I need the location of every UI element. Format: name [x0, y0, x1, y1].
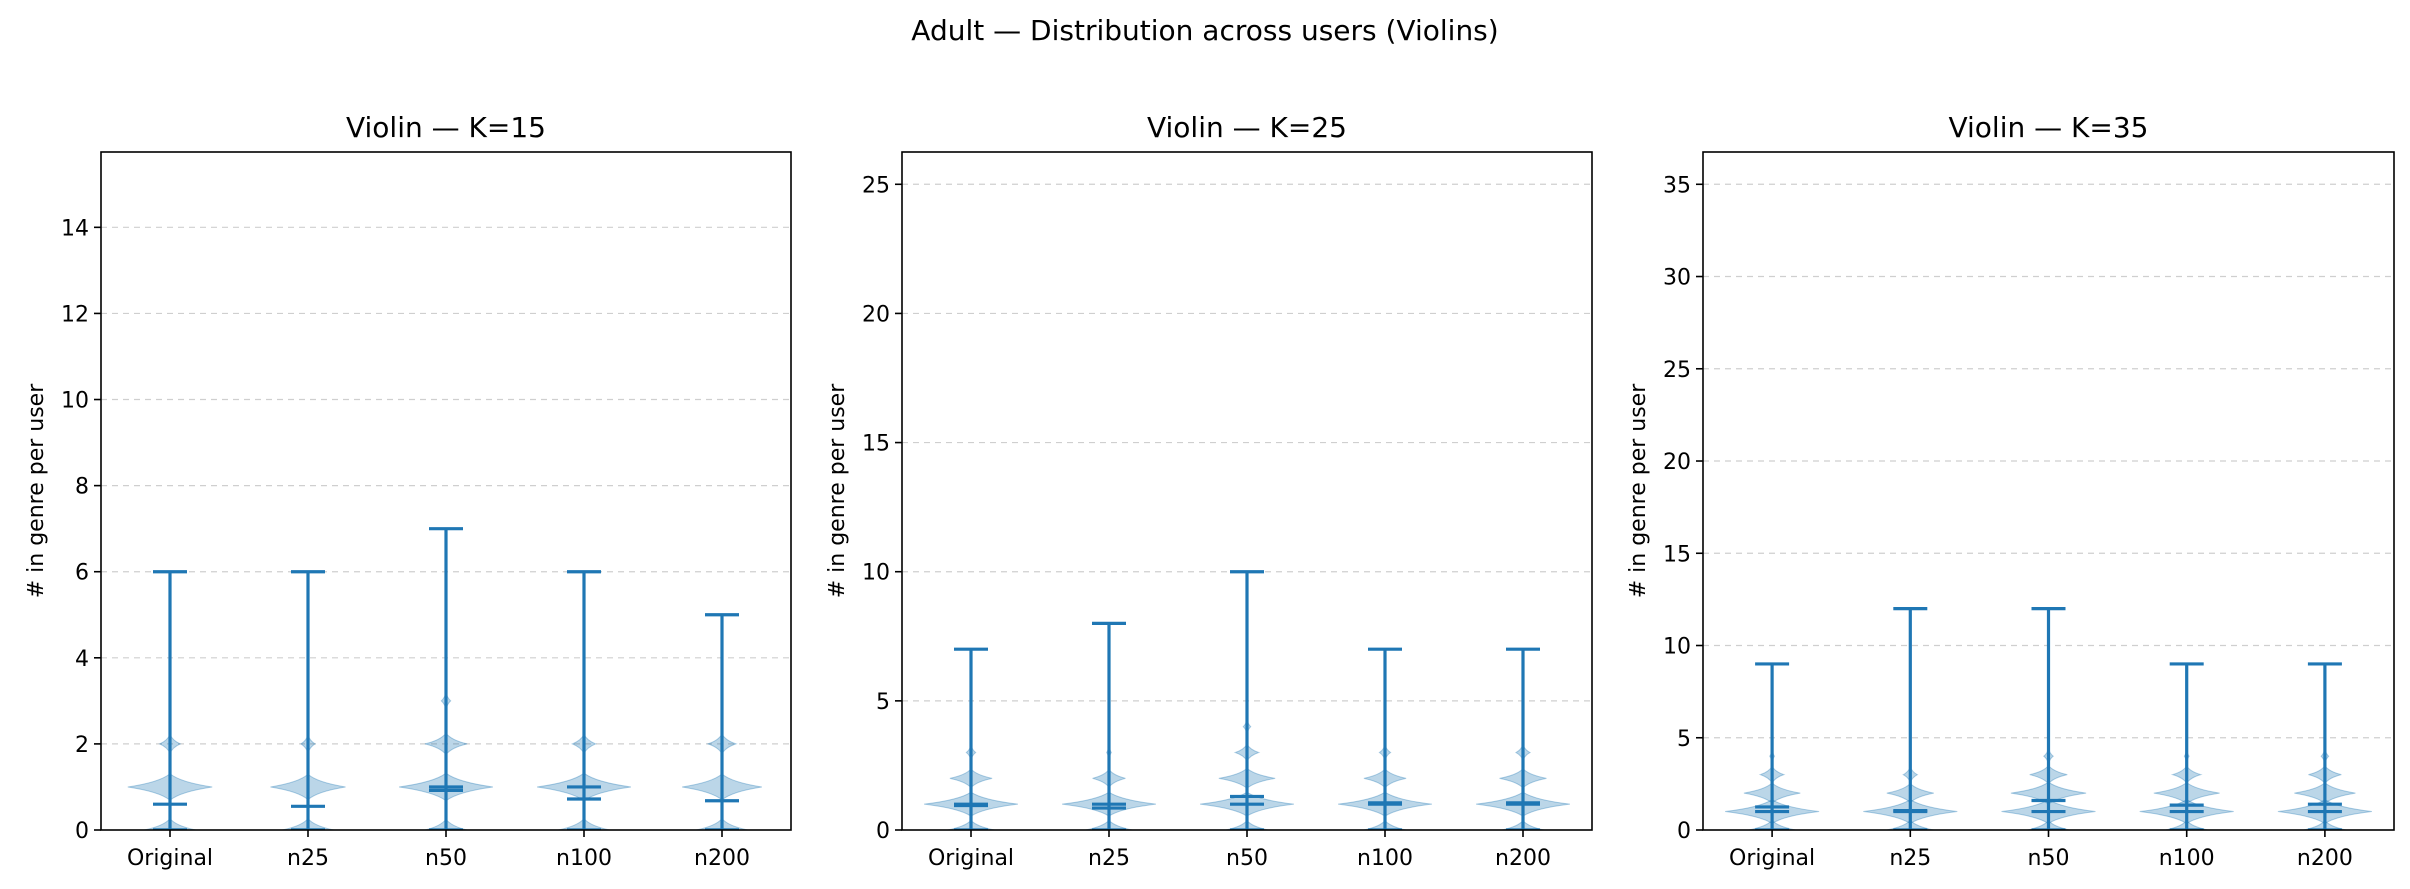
x-tick-label: Original: [928, 846, 1014, 871]
axes-frame: [1702, 151, 2395, 831]
y-tick-label: 0: [1677, 819, 1691, 844]
y-tick-label: 20: [1663, 450, 1691, 475]
x-tick-label: n100: [1357, 846, 1413, 871]
y-tick-label: 0: [876, 819, 890, 844]
y-tick-label: 10: [61, 389, 89, 414]
y-tick-label: 8: [75, 475, 89, 500]
violins: [1725, 607, 2372, 830]
y-tick-label: 10: [1663, 635, 1691, 660]
panel-title: Violin — K=35: [1948, 111, 2148, 144]
y-tick-label: 5: [1677, 727, 1691, 752]
y-tick-label: 10: [862, 561, 890, 586]
panel-2: Violin — K=25 0 5 10 15 20 25 # in genre per us…: [825, 111, 1593, 871]
axes-frame: [100, 151, 792, 831]
x-tick-label: n200: [694, 846, 750, 871]
y-axis-label: # in genre per user: [24, 383, 49, 598]
y-tick-label: 5: [876, 690, 890, 715]
x-tick-label: n200: [1495, 846, 1551, 871]
panel-1: Violin — K=15 0 2 4 6 8 10 12 14 # in genre per u…: [24, 111, 792, 871]
y-tick-label: 30: [1663, 266, 1691, 291]
panels: Violin — K=15 0 2 4 6 8 10 12 14 # in genre per u…: [24, 111, 2395, 871]
violins: [924, 570, 1570, 830]
y-tick-label: 12: [61, 302, 89, 327]
panel-title: Violin — K=25: [1147, 111, 1347, 144]
y-tick-label: 2: [75, 733, 89, 758]
figure-suptitle: Adult — Distribution across users (Violi…: [911, 14, 1498, 47]
panel-title: Violin — K=15: [346, 111, 546, 144]
violins: [127, 527, 762, 830]
y-tick-label: 35: [1663, 173, 1691, 198]
y-tick-label: 20: [862, 302, 890, 327]
x-tick-label: Original: [1729, 846, 1815, 871]
panel-3: Violin — K=35 0 5 10 15 20 25 30 35 # in genre pe…: [1626, 111, 2395, 871]
y-tick-label: 6: [75, 561, 89, 586]
y-tick-label: 25: [862, 173, 890, 198]
axes-frame: [901, 151, 1593, 831]
x-tick-label: n50: [425, 846, 467, 871]
y-tick-label: 15: [1663, 542, 1691, 567]
x-tick-label: Original: [127, 846, 213, 871]
x-tick-label: n50: [2028, 846, 2070, 871]
x-tick-label: n25: [287, 846, 329, 871]
y-axis-label: # in genre per user: [825, 383, 850, 598]
x-tick-label: n100: [556, 846, 612, 871]
y-tick-label: 25: [1663, 358, 1691, 383]
x-tick-label: n25: [1088, 846, 1130, 871]
x-tick-label: n200: [2297, 846, 2353, 871]
x-tick-label: n100: [2159, 846, 2215, 871]
y-tick-label: 0: [75, 819, 89, 844]
y-tick-label: 4: [75, 647, 89, 672]
x-tick-label: n50: [1226, 846, 1268, 871]
y-axis-label: # in genre per user: [1626, 383, 1651, 598]
x-tick-label: n25: [1889, 846, 1931, 871]
y-tick-label: 15: [862, 432, 890, 457]
y-tick-label: 14: [61, 216, 89, 241]
